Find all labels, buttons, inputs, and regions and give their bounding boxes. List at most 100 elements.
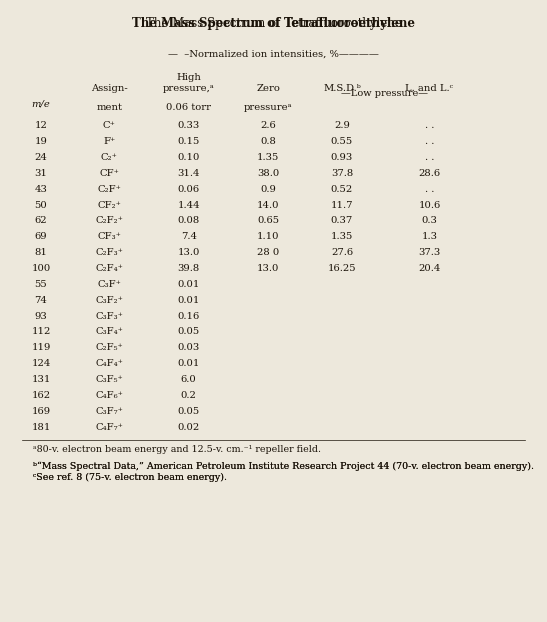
Text: 0.65: 0.65	[257, 216, 279, 225]
Text: C₃F₄⁺: C₃F₄⁺	[96, 327, 123, 337]
Text: CF₂⁺: CF₂⁺	[97, 200, 121, 210]
Text: 19: 19	[34, 137, 48, 146]
Text: 124: 124	[31, 359, 51, 368]
Text: 1.44: 1.44	[177, 200, 200, 210]
Text: C₂F₃⁺: C₂F₃⁺	[96, 248, 123, 257]
Text: —  –Normalized ion intensities, %————: — –Normalized ion intensities, %————	[168, 50, 379, 58]
Text: C₃F₇⁺: C₃F₇⁺	[96, 407, 123, 415]
Text: m/e: m/e	[32, 100, 50, 108]
Text: L. and L.ᶜ: L. and L.ᶜ	[405, 84, 453, 93]
Text: 0.15: 0.15	[178, 137, 200, 146]
Text: 0.06: 0.06	[178, 185, 200, 193]
Text: C₂⁺: C₂⁺	[101, 153, 118, 162]
Text: C₂F₄⁺: C₂F₄⁺	[96, 264, 123, 273]
Text: 0.55: 0.55	[331, 137, 353, 146]
Text: 12: 12	[34, 121, 48, 130]
Text: pressureᵃ: pressureᵃ	[244, 103, 292, 111]
Text: 2.9: 2.9	[334, 121, 350, 130]
Text: 37.3: 37.3	[418, 248, 440, 257]
Text: 24: 24	[34, 153, 48, 162]
Text: F⁺: F⁺	[103, 137, 115, 146]
Text: 14.0: 14.0	[257, 200, 280, 210]
Text: —Low pressure—: —Low pressure—	[341, 89, 430, 98]
Text: C₂F₅⁺: C₂F₅⁺	[96, 343, 123, 352]
Text: 27.6: 27.6	[331, 248, 353, 257]
Text: C₄F₄⁺: C₄F₄⁺	[96, 359, 123, 368]
Text: 1.3: 1.3	[421, 233, 438, 241]
Text: 0.37: 0.37	[331, 216, 353, 225]
Text: 39.8: 39.8	[178, 264, 200, 273]
Text: C₃F₅⁺: C₃F₅⁺	[96, 375, 123, 384]
Text: . .: . .	[424, 153, 434, 162]
Text: 119: 119	[31, 343, 51, 352]
Text: 0.9: 0.9	[260, 185, 276, 193]
Text: 1.35: 1.35	[257, 153, 279, 162]
Text: 2.6: 2.6	[260, 121, 276, 130]
Text: ment: ment	[96, 103, 123, 111]
Text: 93: 93	[34, 312, 48, 320]
Text: 74: 74	[34, 296, 48, 305]
Text: 0.01: 0.01	[178, 359, 200, 368]
Text: High: High	[176, 73, 201, 82]
Text: C⁺: C⁺	[103, 121, 116, 130]
Text: 0.8: 0.8	[260, 137, 276, 146]
Text: 0.10: 0.10	[178, 153, 200, 162]
Text: 0.16: 0.16	[178, 312, 200, 320]
Text: 0.52: 0.52	[331, 185, 353, 193]
Text: The Mass Spectrum of Tetrafluoroethylene: The Mass Spectrum of Tetrafluoroethylene	[132, 17, 415, 30]
Text: 0.06 torr: 0.06 torr	[166, 103, 211, 111]
Text: 13.0: 13.0	[257, 264, 279, 273]
Text: Zero: Zero	[256, 84, 280, 93]
Text: 13.0: 13.0	[178, 248, 200, 257]
Text: 0.03: 0.03	[178, 343, 200, 352]
Text: 162: 162	[32, 391, 50, 400]
Text: 50: 50	[34, 200, 48, 210]
Text: 28.6: 28.6	[418, 169, 440, 178]
Text: 100: 100	[31, 264, 51, 273]
Text: CF⁺: CF⁺	[100, 169, 119, 178]
Text: 0.33: 0.33	[178, 121, 200, 130]
Text: 0.01: 0.01	[178, 296, 200, 305]
Text: 181: 181	[31, 423, 51, 432]
Text: 1.10: 1.10	[257, 233, 280, 241]
Text: . .: . .	[424, 121, 434, 130]
Text: 112: 112	[31, 327, 51, 337]
Text: C₂F₂⁺: C₂F₂⁺	[96, 216, 123, 225]
Text: 10.6: 10.6	[418, 200, 440, 210]
Text: C₄F₇⁺: C₄F₇⁺	[96, 423, 123, 432]
Text: 0.01: 0.01	[178, 280, 200, 289]
Text: . .: . .	[424, 185, 434, 193]
Text: 0.02: 0.02	[178, 423, 200, 432]
Text: 131: 131	[31, 375, 51, 384]
Text: C₄F₆⁺: C₄F₆⁺	[96, 391, 123, 400]
Text: 20.4: 20.4	[418, 264, 440, 273]
Text: 0.05: 0.05	[178, 407, 200, 415]
Text: 37.8: 37.8	[331, 169, 353, 178]
Text: 62: 62	[34, 216, 48, 225]
Text: 0.2: 0.2	[181, 391, 197, 400]
Text: 31.4: 31.4	[177, 169, 200, 178]
Text: 38.0: 38.0	[257, 169, 279, 178]
Text: 0.93: 0.93	[331, 153, 353, 162]
Text: ᵇ“Mass Spectral Data,” American Petroleum Institute Research Project 44 (70-v. e: ᵇ“Mass Spectral Data,” American Petroleu…	[33, 462, 537, 482]
Text: CF₃⁺: CF₃⁺	[97, 233, 121, 241]
Text: 81: 81	[34, 248, 48, 257]
Text: 69: 69	[34, 233, 48, 241]
Text: M.S.D.ᵇ: M.S.D.ᵇ	[323, 84, 361, 93]
Text: pressure,ᵃ: pressure,ᵃ	[163, 84, 214, 93]
Text: ᵇ“Mass Spectral Data,” American Petroleum Institute Research Project 44 (70-v. e: ᵇ“Mass Spectral Data,” American Petroleu…	[33, 462, 537, 482]
Text: C₃F⁺: C₃F⁺	[97, 280, 121, 289]
Text: C₃F₂⁺: C₃F₂⁺	[96, 296, 123, 305]
Text: 169: 169	[32, 407, 50, 415]
Text: 0.05: 0.05	[178, 327, 200, 337]
Text: Assign-: Assign-	[91, 84, 128, 93]
Text: ᵃ80-v. electron beam energy and 12.5-v. cm.⁻¹ repeller field.: ᵃ80-v. electron beam energy and 12.5-v. …	[33, 445, 321, 453]
Text: 7.4: 7.4	[181, 233, 197, 241]
Text: . .: . .	[424, 137, 434, 146]
Text: The Mass Spectrum of Tetrafluoroethylene: The Mass Spectrum of Tetrafluoroethylene	[146, 17, 401, 30]
Text: 16.25: 16.25	[328, 264, 356, 273]
Text: 31: 31	[34, 169, 48, 178]
Text: 11.7: 11.7	[330, 200, 353, 210]
Text: 0.08: 0.08	[178, 216, 200, 225]
Text: 43: 43	[34, 185, 48, 193]
